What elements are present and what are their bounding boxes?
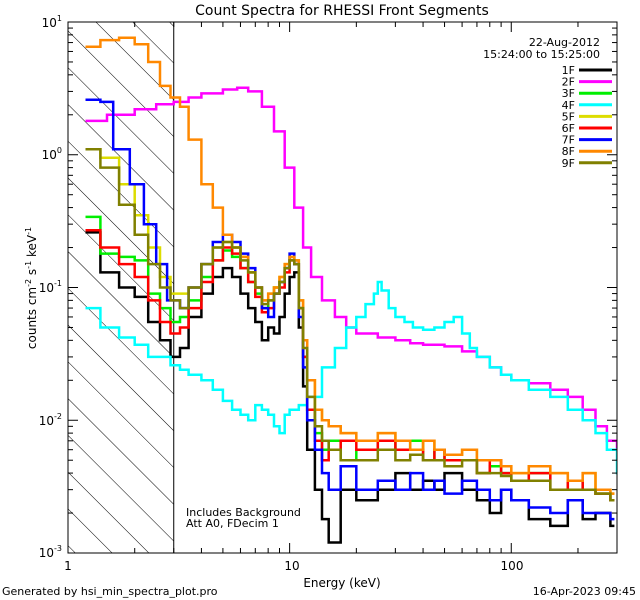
legend-label-9f: 9F	[562, 157, 575, 170]
y-tick-label-1e-2: 10-2	[39, 412, 62, 428]
date-label: 22-Aug-2012	[529, 36, 600, 49]
y-tick-label-1e0: 100	[42, 146, 62, 162]
x-tick-label-1: 1	[64, 559, 72, 573]
legend-label-1f: 1F	[562, 64, 575, 77]
legend-label-7f: 7F	[562, 134, 575, 147]
time-range-label: 15:24:00 to 15:25:00	[483, 48, 600, 61]
generated-by-label: Generated by hsi_min_spectra_plot.pro	[2, 585, 218, 598]
series-8f-line	[85, 36, 615, 495]
annotation-background: Includes Background	[186, 506, 301, 519]
generated-timestamp: 16-Apr-2023 09:45	[532, 585, 636, 598]
legend-label-3f: 3F	[562, 87, 575, 100]
series-9f-line	[85, 148, 615, 502]
y-axis-label: counts cm-2 s-1 keV-1	[24, 227, 39, 349]
y-tick-label-1e-3: 10-3	[39, 544, 62, 560]
x-tick-label-100: 100	[501, 559, 524, 573]
legend-label-5f: 5F	[562, 110, 575, 123]
axis-ticks	[67, 21, 618, 554]
x-axis-label: Energy (keV)	[303, 576, 380, 590]
legend-label-4f: 4F	[562, 99, 575, 112]
x-tick-label-10: 10	[284, 559, 299, 573]
series-4f-line	[85, 280, 617, 475]
legend-label-6f: 6F	[562, 122, 575, 135]
legend-label-2f: 2F	[562, 76, 575, 89]
series-layer	[85, 36, 617, 544]
chart-title: Count Spectra for RHESSI Front Segments	[195, 3, 489, 19]
y-tick-label-1e-1: 10-1	[39, 279, 62, 295]
annotation-attenuator: Att A0, FDecim 1	[186, 517, 279, 530]
y-tick-label-1e1: 101	[42, 14, 62, 30]
legend-label-8f: 8F	[562, 145, 575, 158]
